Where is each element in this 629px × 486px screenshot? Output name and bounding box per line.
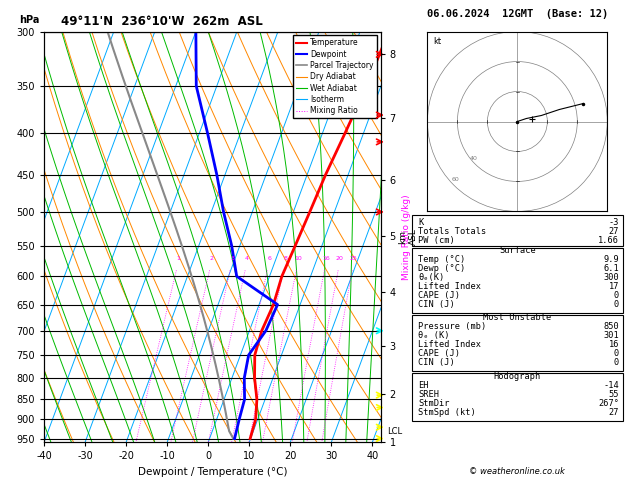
Text: 55: 55 (608, 390, 619, 399)
Text: 300: 300 (603, 273, 619, 282)
Text: 6: 6 (267, 256, 271, 261)
Text: StmSpd (kt): StmSpd (kt) (418, 408, 476, 417)
Text: StmDir: StmDir (418, 399, 450, 408)
Text: Hodograph: Hodograph (494, 372, 541, 381)
Text: © weatheronline.co.uk: © weatheronline.co.uk (469, 467, 565, 476)
Text: Lifted Index: Lifted Index (418, 282, 481, 291)
Text: 40: 40 (469, 156, 477, 161)
Text: 06.06.2024  12GMT  (Base: 12): 06.06.2024 12GMT (Base: 12) (426, 9, 608, 19)
Text: 25: 25 (350, 256, 358, 261)
Text: 1.66: 1.66 (598, 236, 619, 245)
Text: Pressure (mb): Pressure (mb) (418, 322, 487, 331)
Text: 1: 1 (177, 256, 181, 261)
Text: Dewp (°C): Dewp (°C) (418, 264, 465, 273)
Text: kt: kt (433, 37, 441, 46)
Text: PW (cm): PW (cm) (418, 236, 455, 245)
Text: 0: 0 (614, 358, 619, 367)
Text: θₑ (K): θₑ (K) (418, 331, 450, 340)
Text: 0: 0 (614, 291, 619, 300)
Text: 3: 3 (230, 256, 234, 261)
Text: θₑ(K): θₑ(K) (418, 273, 445, 282)
Text: K: K (418, 218, 423, 227)
Text: 16: 16 (322, 256, 330, 261)
Text: 10: 10 (294, 256, 302, 261)
Text: 20: 20 (336, 256, 344, 261)
Text: 16: 16 (608, 340, 619, 349)
Text: 850: 850 (603, 322, 619, 331)
Text: 60: 60 (452, 177, 459, 182)
Text: Surface: Surface (499, 246, 536, 255)
Text: 6.1: 6.1 (603, 264, 619, 273)
Text: 0: 0 (614, 300, 619, 309)
Text: SREH: SREH (418, 390, 439, 399)
Text: 17: 17 (608, 282, 619, 291)
Text: 27: 27 (608, 227, 619, 236)
Text: 4: 4 (245, 256, 249, 261)
Text: -14: -14 (603, 381, 619, 390)
Text: hPa: hPa (19, 16, 39, 25)
Text: Most Unstable: Most Unstable (483, 313, 552, 322)
Text: LCL: LCL (387, 427, 403, 435)
Text: 267°: 267° (598, 399, 619, 408)
Text: CIN (J): CIN (J) (418, 358, 455, 367)
Text: Mixing Ratio (g/kg): Mixing Ratio (g/kg) (403, 194, 411, 280)
Text: Totals Totals: Totals Totals (418, 227, 487, 236)
Text: 0: 0 (614, 349, 619, 358)
Text: 27: 27 (608, 408, 619, 417)
Text: CAPE (J): CAPE (J) (418, 349, 460, 358)
Text: 9.9: 9.9 (603, 255, 619, 264)
Text: Temp (°C): Temp (°C) (418, 255, 465, 264)
Text: CAPE (J): CAPE (J) (418, 291, 460, 300)
Text: 49°11'N  236°10'W  262m  ASL: 49°11'N 236°10'W 262m ASL (61, 15, 262, 28)
Text: 8: 8 (283, 256, 287, 261)
Text: -3: -3 (608, 218, 619, 227)
Text: Lifted Index: Lifted Index (418, 340, 481, 349)
Text: EH: EH (418, 381, 429, 390)
X-axis label: Dewpoint / Temperature (°C): Dewpoint / Temperature (°C) (138, 467, 287, 477)
Legend: Temperature, Dewpoint, Parcel Trajectory, Dry Adiabat, Wet Adiabat, Isotherm, Mi: Temperature, Dewpoint, Parcel Trajectory… (292, 35, 377, 118)
Text: 301: 301 (603, 331, 619, 340)
Text: CIN (J): CIN (J) (418, 300, 455, 309)
Y-axis label: km
ASL: km ASL (399, 228, 418, 245)
Text: 2: 2 (209, 256, 214, 261)
